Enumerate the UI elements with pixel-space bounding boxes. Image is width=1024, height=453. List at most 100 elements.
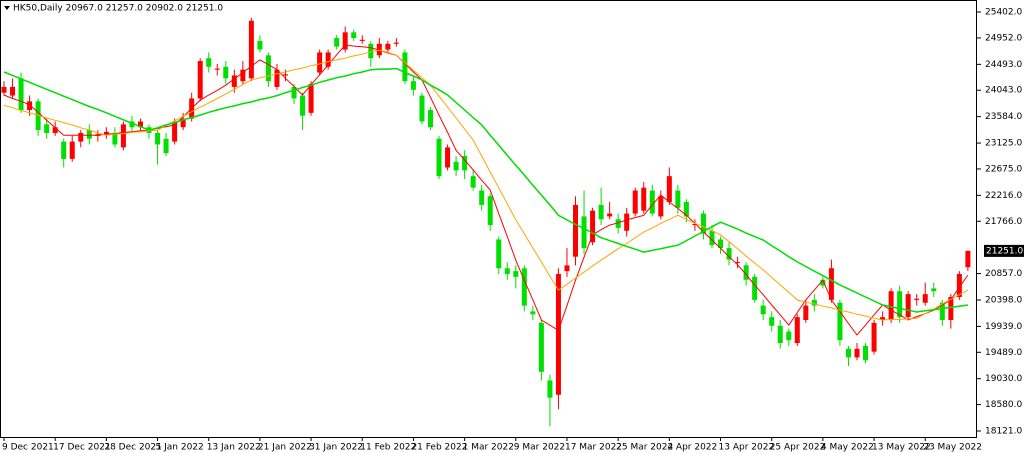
candle-body [308, 84, 314, 113]
x-tick-label: 17 Mar 2022 [565, 443, 622, 453]
plot-frame [0, 0, 977, 438]
y-tick-label: 18580.0 [985, 400, 1022, 410]
y-tick-label: 18121.0 [985, 427, 1022, 437]
y-tick-label: 24043.0 [985, 86, 1022, 96]
candle-body [206, 58, 212, 67]
candle-body [692, 223, 698, 226]
candle-body [632, 190, 638, 214]
candle-body [914, 298, 920, 300]
candle-body [786, 331, 792, 341]
candle-body [564, 265, 570, 272]
candle-body [624, 213, 630, 231]
candle-body [538, 322, 544, 372]
candle-body [521, 268, 527, 306]
candle-body [547, 380, 553, 398]
candle-body [863, 345, 869, 361]
x-tick-label: 4 May 2022 [821, 443, 874, 453]
x-tick-label: 1 Mar 2022 [463, 443, 514, 453]
ma-line [3, 49, 969, 321]
candle-body [385, 43, 391, 50]
candle-body [86, 130, 92, 139]
candle-body [112, 132, 118, 145]
candle-body [163, 138, 169, 154]
candle-body [359, 39, 365, 41]
y-tick-label: 19489.0 [985, 348, 1022, 358]
candle-body [590, 210, 596, 243]
candle-body [342, 32, 348, 50]
header-arrow [4, 6, 10, 10]
x-tick-label: 31 Jan 2022 [309, 443, 363, 453]
candle-body [769, 317, 775, 326]
candle-body [735, 261, 741, 263]
x-tick-label: 21 Feb 2022 [411, 443, 467, 453]
y-tick-label: 24493.0 [985, 60, 1022, 70]
x-tick-label: 5 Jan 2022 [156, 443, 204, 453]
candle-body [649, 190, 655, 214]
y-tick-label: 23584.0 [985, 112, 1022, 122]
candle-body [607, 213, 613, 217]
x-tick-label: 25 Apr 2022 [770, 443, 826, 453]
y-tick-label: 21766.0 [985, 217, 1022, 227]
price-label-box [984, 244, 1024, 257]
candle-body [35, 101, 41, 131]
candle-body [231, 75, 237, 87]
candle-body [828, 268, 834, 300]
candle-body [939, 302, 945, 321]
candle-body [103, 131, 109, 135]
candle-body [726, 248, 732, 260]
candle-body [376, 43, 382, 56]
x-tick-label: 13 May 2022 [872, 443, 931, 453]
candle-body [10, 86, 16, 96]
y-tick-label: 24952.0 [985, 33, 1022, 43]
candle-body [410, 81, 416, 90]
candle-body [61, 141, 67, 159]
candle-body [752, 276, 758, 300]
candle-body [888, 291, 894, 321]
candle-body [573, 204, 579, 257]
candle-body [69, 141, 75, 159]
candle-body [52, 127, 58, 133]
candle-body [248, 20, 254, 79]
candle-body [453, 161, 459, 171]
candle-body [27, 101, 33, 110]
candle-body [265, 55, 271, 82]
y-tick-label: 25402.0 [985, 8, 1022, 18]
candle-body [120, 124, 126, 148]
candle-body [709, 230, 715, 246]
candle-body [530, 311, 536, 315]
x-tick-label: 4 Apr 2022 [667, 443, 717, 453]
candle-body [487, 196, 493, 226]
candle-body [658, 196, 664, 217]
x-tick-label: 17 Dec 2021 [53, 443, 111, 453]
candle-body [274, 69, 280, 87]
candle-body [479, 190, 485, 205]
candle-body [334, 38, 340, 47]
x-tick-label: 21 Jan 2022 [258, 443, 312, 453]
candle-body [871, 322, 877, 352]
candle-body [282, 74, 288, 76]
candle-body [44, 124, 50, 133]
candle-body [240, 69, 246, 82]
candle-body [462, 156, 468, 171]
candle-body [820, 279, 826, 286]
ma-line [3, 44, 969, 336]
candle-body [931, 288, 937, 292]
candle-body [325, 52, 331, 67]
price-label: 21251.0 [986, 246, 1023, 256]
y-tick-label: 23125.0 [985, 139, 1022, 149]
x-tick-label: 9 Mar 2022 [514, 443, 565, 453]
candle-body [445, 147, 451, 168]
candle-body [496, 239, 502, 269]
candle-body [155, 132, 161, 145]
x-tick-label: 9 Dec 2021 [2, 443, 54, 453]
candle-body [428, 109, 433, 128]
x-tick-label: 28 Dec 2021 [104, 443, 162, 453]
candle-body [317, 52, 323, 73]
candle-body [675, 190, 681, 208]
candle-body [504, 268, 510, 274]
candle-body [513, 271, 519, 277]
candle-body [803, 305, 809, 321]
candle-body [837, 302, 843, 341]
candle-body [581, 216, 587, 249]
y-tick-label: 22216.0 [985, 191, 1022, 201]
